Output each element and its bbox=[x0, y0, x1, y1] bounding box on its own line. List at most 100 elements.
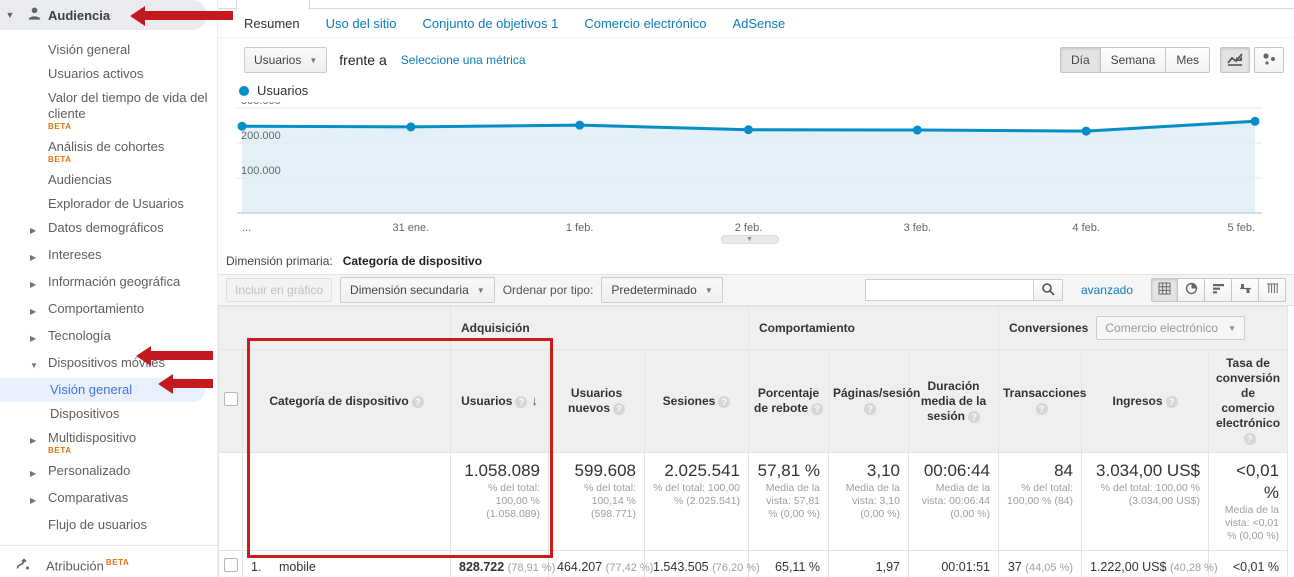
sidebar-item-audiencias[interactable]: Audiencias bbox=[0, 168, 217, 192]
beta-badge: BETA bbox=[106, 558, 130, 567]
indent-spacer bbox=[30, 196, 44, 212]
col-duracion[interactable]: Duración media de la sesión? bbox=[909, 350, 999, 453]
pivot-icon bbox=[1266, 282, 1279, 298]
sidebar-item-tecnolog-a[interactable]: ▶Tecnología bbox=[0, 324, 217, 351]
help-icon[interactable]: ? bbox=[412, 396, 424, 408]
help-icon[interactable]: ? bbox=[864, 403, 876, 415]
row-checkbox[interactable] bbox=[224, 558, 238, 572]
table-column-header-row: Categoría de dispositivo? Usuarios?↓ Usu… bbox=[219, 350, 1288, 453]
collapse-icon: ▼ bbox=[0, 10, 20, 20]
advanced-link[interactable]: avanzado bbox=[1081, 283, 1133, 297]
line-chart-toggle[interactable] bbox=[1220, 47, 1250, 73]
totals-cell: 2.025.541% del total: 100,00 % (2.025.54… bbox=[645, 453, 749, 551]
sidebar-item-intereses[interactable]: ▶Intereses bbox=[0, 243, 217, 270]
help-icon[interactable]: ? bbox=[718, 396, 730, 408]
sidebar-item-valor-del-tiempo-de-vida-del-cliente[interactable]: Valor del tiempo de vida del clienteBETA bbox=[0, 86, 217, 135]
sort-type-label: Ordenar por tipo: bbox=[503, 283, 594, 297]
indent-spacer bbox=[30, 42, 44, 58]
subtab-uso-del-sitio[interactable]: Uso del sitio bbox=[326, 16, 397, 31]
help-icon[interactable]: ? bbox=[515, 396, 527, 408]
chevron-down-icon: ▼ bbox=[309, 56, 317, 65]
partial-active-tab[interactable] bbox=[236, 0, 310, 10]
x-axis-tick: 31 ene. bbox=[392, 222, 429, 234]
help-icon[interactable]: ? bbox=[1166, 396, 1178, 408]
comparison-icon bbox=[1239, 282, 1252, 298]
secondary-dimension-dropdown[interactable]: Dimensión secundaria ▼ bbox=[340, 277, 495, 303]
percentage-view-button[interactable] bbox=[1178, 278, 1205, 302]
col-transacciones[interactable]: Transacciones? bbox=[999, 350, 1082, 453]
vs-label: frente a bbox=[339, 52, 386, 68]
expand-icon: ▶ bbox=[30, 328, 44, 347]
col-tasa-conversion[interactable]: Tasa de conversión de comercio electróni… bbox=[1209, 350, 1288, 453]
subtab-comercio-electr-nico[interactable]: Comercio electrónico bbox=[584, 16, 706, 31]
metric-dropdown[interactable]: Usuarios ▼ bbox=[244, 47, 327, 73]
col-sesiones[interactable]: Sesiones? bbox=[645, 350, 749, 453]
indent-spacer bbox=[30, 139, 44, 164]
sidebar-item-visi-n-general[interactable]: Visión general bbox=[0, 38, 217, 62]
sidebar-item-comparativas[interactable]: ▶Comparativas bbox=[0, 486, 217, 513]
help-icon[interactable]: ? bbox=[811, 403, 823, 415]
col-usuarios-nuevos[interactable]: Usuarios nuevos? bbox=[549, 350, 645, 453]
primary-dimension-label: Dimensión primaria: bbox=[226, 254, 333, 268]
search-button[interactable] bbox=[1033, 279, 1063, 301]
sidebar-item-datos-demogr-ficos[interactable]: ▶Datos demográficos bbox=[0, 216, 217, 243]
sidebar-item-informaci-n-geogr-fica[interactable]: ▶Información geográfica bbox=[0, 270, 217, 297]
sidebar-item-personalizado[interactable]: ▶Personalizado bbox=[0, 459, 217, 486]
legend-dot-icon bbox=[239, 86, 249, 96]
sidebar-item-an-lisis-de-cohortes[interactable]: Análisis de cohortesBETA bbox=[0, 135, 217, 168]
metric-cell: 65,11 % bbox=[749, 551, 829, 577]
select-all-checkbox[interactable] bbox=[224, 392, 238, 406]
help-icon[interactable]: ? bbox=[613, 403, 625, 415]
pivot-view-button[interactable] bbox=[1259, 278, 1286, 302]
col-ingresos[interactable]: Ingresos? bbox=[1082, 350, 1209, 453]
sidebar-item-multidispositivo[interactable]: ▶MultidispositivoBETA bbox=[0, 426, 217, 459]
metric-bar: Usuarios ▼ frente a Seleccione una métri… bbox=[218, 38, 1294, 81]
col-categoria[interactable]: Categoría de dispositivo? bbox=[243, 350, 451, 453]
table-view-button[interactable] bbox=[1151, 278, 1178, 302]
granularity-mes[interactable]: Mes bbox=[1166, 47, 1210, 73]
chevron-down-icon: ▼ bbox=[705, 286, 713, 295]
sidebar-item-flujo-de-usuarios[interactable]: Flujo de usuarios bbox=[0, 513, 217, 537]
indent-spacer bbox=[30, 90, 44, 131]
svg-text:300.000: 300.000 bbox=[241, 102, 281, 107]
help-icon[interactable]: ? bbox=[1036, 403, 1048, 415]
primary-dimension-value[interactable]: Categoría de dispositivo bbox=[343, 254, 482, 268]
subtab-conjunto-de-objetivos-1[interactable]: Conjunto de objetivos 1 bbox=[422, 16, 558, 31]
chart-plot-area[interactable]: 100.000200.000300.000 bbox=[237, 102, 1262, 220]
comparison-view-button[interactable] bbox=[1232, 278, 1259, 302]
table-search bbox=[865, 279, 1063, 301]
granularity-semana[interactable]: Semana bbox=[1101, 47, 1167, 73]
subtab-resumen[interactable]: Resumen bbox=[244, 16, 300, 31]
col-usuarios[interactable]: Usuarios?↓ bbox=[451, 350, 549, 453]
sidebar-item-explorador-de-usuarios[interactable]: Explorador de Usuarios bbox=[0, 192, 217, 216]
chart-scrubber-handle[interactable]: ▼ bbox=[721, 235, 779, 244]
group-conversiones: Conversiones bbox=[1009, 321, 1088, 335]
motion-chart-toggle[interactable] bbox=[1254, 47, 1284, 73]
view-toggle-group bbox=[1151, 278, 1286, 302]
sidebar-item-comportamiento[interactable]: ▶Comportamiento bbox=[0, 297, 217, 324]
help-icon[interactable]: ? bbox=[968, 411, 980, 423]
expand-icon: ▼ bbox=[30, 355, 44, 374]
subtab-adsense[interactable]: AdSense bbox=[732, 16, 785, 31]
sidebar: ▼ Audiencia Visión generalUsuarios activ… bbox=[0, 0, 218, 577]
plot-rows-button[interactable]: Incluir en gráfico bbox=[226, 278, 332, 302]
indent-spacer bbox=[30, 517, 44, 533]
sidebar-footer-label: Atribución bbox=[46, 558, 104, 573]
legend-label: Usuarios bbox=[257, 83, 308, 98]
granularity-día[interactable]: Día bbox=[1060, 47, 1101, 73]
sort-type-dropdown[interactable]: Predeterminado ▼ bbox=[601, 277, 722, 303]
conversions-dropdown[interactable]: Comercio electrónico ▼ bbox=[1096, 316, 1245, 340]
scatter-dots-icon bbox=[1261, 52, 1277, 69]
sidebar-item-dispositivos[interactable]: Dispositivos bbox=[0, 402, 217, 426]
search-input[interactable] bbox=[865, 279, 1033, 301]
performance-view-button[interactable] bbox=[1205, 278, 1232, 302]
sidebar-item-usuarios-activos[interactable]: Usuarios activos bbox=[0, 62, 217, 86]
help-icon[interactable]: ? bbox=[1244, 433, 1256, 445]
col-paginas-sesion[interactable]: Páginas/sesión? bbox=[829, 350, 909, 453]
beta-badge: BETA bbox=[48, 122, 211, 131]
col-rebote[interactable]: Porcentaje de rebote? bbox=[749, 350, 829, 453]
sidebar-item-atribucion[interactable]: AtribuciónBETA bbox=[0, 552, 217, 577]
sort-desc-icon: ↓ bbox=[531, 393, 538, 408]
select-metric-link[interactable]: Seleccione una métrica bbox=[401, 53, 526, 67]
totals-cell: 3.034,00 US$% del total: 100,00 % (3.034… bbox=[1082, 453, 1209, 551]
